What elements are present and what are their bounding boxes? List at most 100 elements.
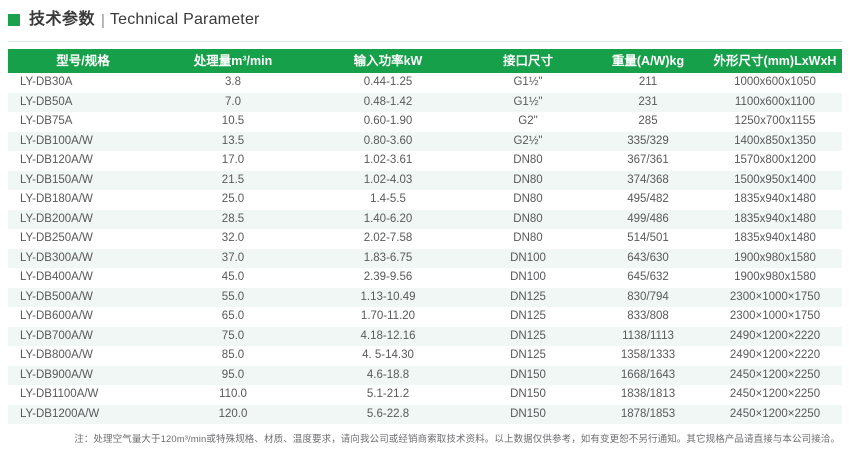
cell-port: DN150 [468,385,588,405]
cell-model: LY-DB500A/W [8,287,158,307]
cell-model: LY-DB300A/W [8,248,158,268]
cell-port: G1½" [468,73,588,93]
column-header-flow: 处理量m³/min [158,49,308,73]
cell-weight: 285 [588,112,708,132]
spec-table-container: 型号/规格 处理量m³/min 输入功率kW 接口尺寸 重量(A/W)kg 外形… [0,49,850,424]
cell-flow: 120.0 [158,404,308,424]
cell-dimensions: 2450×1200×2250 [708,365,842,385]
table-row: LY-DB50A 7.0 0.48-1.42 G1½" 231 1100x600x1100 [8,92,842,112]
cell-model: LY-DB900A/W [8,365,158,385]
cell-model: LY-DB30A [8,73,158,93]
cell-port: DN150 [468,365,588,385]
cell-power: 4. 5-14.30 [308,346,468,366]
cell-flow: 32.0 [158,229,308,249]
cell-flow: 3.8 [158,73,308,93]
cell-power: 4.18-12.16 [308,326,468,346]
square-bullet-icon [8,14,20,26]
cell-model: LY-DB250A/W [8,229,158,249]
cell-port: DN80 [468,151,588,171]
cell-dimensions: 1000x600x1050 [708,73,842,93]
cell-power: 2.39-9.56 [308,268,468,288]
cell-model: LY-DB150A/W [8,170,158,190]
cell-model: LY-DB200A/W [8,209,158,229]
table-row: LY-DB500A/W 55.0 1.13-10.49 DN125 830/794 230… [8,287,842,307]
cell-port: DN80 [468,190,588,210]
cell-weight: 367/361 [588,151,708,171]
cell-weight: 231 [588,92,708,112]
cell-power: 1.70-11.20 [308,307,468,327]
cell-port: DN125 [468,287,588,307]
cell-flow: 21.5 [158,170,308,190]
cell-flow: 13.5 [158,131,308,151]
column-header-power: 输入功率kW [308,49,468,73]
cell-model: LY-DB1100A/W [8,385,158,405]
cell-model: LY-DB1200A/W [8,404,158,424]
table-body: LY-DB30A 3.8 0.44-1.25 G1½" 211 1000x600x1050… [8,73,842,424]
cell-flow: 85.0 [158,346,308,366]
table-row: LY-DB700A/W 75.0 4.18-12.16 DN125 1138/1113 2… [8,326,842,346]
column-header-weight: 重量(A/W)kg [588,49,708,73]
cell-flow: 110.0 [158,385,308,405]
table-row: LY-DB30A 3.8 0.44-1.25 G1½" 211 1000x600x1050 [8,73,842,93]
cell-weight: 1358/1333 [588,346,708,366]
cell-dimensions: 2450×1200×2250 [708,385,842,405]
cell-power: 0.44-1.25 [308,73,468,93]
title-divider [8,41,842,42]
column-header-port: 接口尺寸 [468,49,588,73]
cell-dimensions: 1100x600x1100 [708,92,842,112]
cell-power: 2.02-7.58 [308,229,468,249]
cell-port: G1½" [468,92,588,112]
cell-flow: 55.0 [158,287,308,307]
title-separator: | [101,11,105,29]
cell-model: LY-DB800A/W [8,346,158,366]
cell-power: 1.4-5.5 [308,190,468,210]
cell-weight: 1878/1853 [588,404,708,424]
table-row: LY-DB180A/W 25.0 1.4-5.5 DN80 495/482 1835x94… [8,190,842,210]
cell-port: G2" [468,112,588,132]
cell-dimensions: 1570x800x1200 [708,151,842,171]
table-row: LY-DB120A/W 17.0 1.02-3.61 DN80 367/361 1570x… [8,151,842,171]
table-row: LY-DB250A/W 32.0 2.02-7.58 DN80 514/501 1835x… [8,229,842,249]
cell-power: 5.1-21.2 [308,385,468,405]
cell-flow: 7.0 [158,92,308,112]
footnote: 注：处理空气量大于120m³/min或特殊规格、材质、温度要求，请向我公司或经销… [74,434,840,445]
cell-weight: 211 [588,73,708,93]
cell-power: 0.80-3.60 [308,131,468,151]
table-header: 型号/规格 处理量m³/min 输入功率kW 接口尺寸 重量(A/W)kg 外形… [8,49,842,73]
cell-port: DN125 [468,346,588,366]
cell-power: 1.02-3.61 [308,151,468,171]
cell-model: LY-DB75A [8,112,158,132]
column-header-dimensions: 外形尺寸(mm)LxWxH [708,49,842,73]
spec-table: 型号/规格 处理量m³/min 输入功率kW 接口尺寸 重量(A/W)kg 外形… [8,49,842,424]
cell-flow: 95.0 [158,365,308,385]
cell-weight: 1838/1813 [588,385,708,405]
cell-weight: 1138/1113 [588,326,708,346]
table-row: LY-DB75A 10.5 0.60-1.90 G2" 285 1250x700x1155 [8,112,842,132]
cell-dimensions: 2450×1200×2250 [708,404,842,424]
cell-dimensions: 1250x700x1155 [708,112,842,132]
cell-weight: 645/632 [588,268,708,288]
cell-dimensions: 2300×1000×1750 [708,287,842,307]
cell-dimensions: 1400x850x1350 [708,131,842,151]
cell-port: DN100 [468,248,588,268]
cell-flow: 75.0 [158,326,308,346]
cell-model: LY-DB100A/W [8,131,158,151]
cell-weight: 335/329 [588,131,708,151]
cell-dimensions: 2300×1000×1750 [708,307,842,327]
cell-weight: 514/501 [588,229,708,249]
table-row: LY-DB900A/W 95.0 4.6-18.8 DN150 1668/1643 245… [8,365,842,385]
cell-port: DN125 [468,307,588,327]
cell-port: DN100 [468,268,588,288]
cell-model: LY-DB700A/W [8,326,158,346]
cell-flow: 45.0 [158,268,308,288]
cell-weight: 1668/1643 [588,365,708,385]
cell-weight: 495/482 [588,190,708,210]
cell-port: DN80 [468,209,588,229]
cell-weight: 643/630 [588,248,708,268]
cell-dimensions: 1835x940x1480 [708,229,842,249]
cell-port: G2½" [468,131,588,151]
cell-weight: 830/794 [588,287,708,307]
cell-dimensions: 2490×1200×2220 [708,346,842,366]
cell-weight: 833/808 [588,307,708,327]
